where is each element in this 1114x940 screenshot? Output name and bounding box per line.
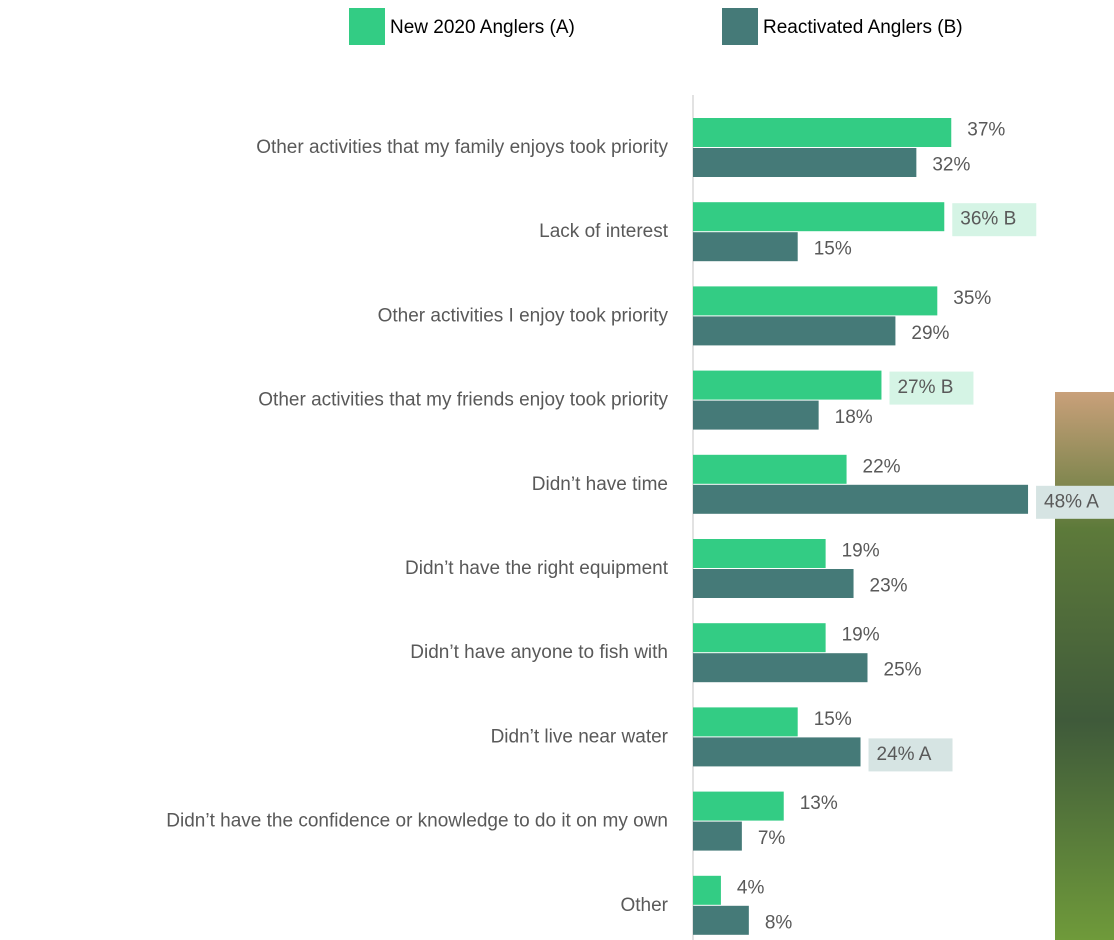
value-label: 15% xyxy=(814,709,852,730)
bar xyxy=(693,875,721,905)
bar xyxy=(693,316,896,346)
value-label: 25% xyxy=(884,660,922,681)
value-label: 48% A xyxy=(1044,491,1099,512)
category-label: Didn’t have the confidence or knowledge … xyxy=(166,811,668,832)
category-label: Didn’t have time xyxy=(532,474,668,495)
value-label: 36% B xyxy=(960,209,1016,230)
legend-label: Reactivated Anglers (B) xyxy=(763,17,963,38)
category-label: Didn’t have anyone to fish with xyxy=(410,642,668,663)
bar xyxy=(693,400,819,430)
bar xyxy=(693,707,798,737)
bar xyxy=(693,454,847,484)
value-label: 8% xyxy=(765,912,793,933)
value-label-highlight xyxy=(889,371,974,405)
value-label: 35% xyxy=(953,288,991,309)
value-label: 27% B xyxy=(897,377,953,398)
bar xyxy=(693,484,1029,514)
bar xyxy=(693,737,861,767)
bar xyxy=(693,370,882,400)
value-label-highlight xyxy=(868,738,953,772)
bar xyxy=(693,286,938,316)
category-label: Other xyxy=(620,895,668,916)
bar xyxy=(693,148,917,177)
value-label: 22% xyxy=(863,456,901,477)
background-photo xyxy=(1055,392,1114,940)
category-label: Didn’t live near water xyxy=(491,726,669,747)
bar xyxy=(693,821,742,851)
value-label: 24% A xyxy=(877,744,932,765)
bar xyxy=(693,539,826,568)
category-label: Other activities I enjoy took priority xyxy=(378,305,669,326)
category-label: Other activities that my friends enjoy t… xyxy=(258,390,668,411)
legend-swatch xyxy=(349,8,385,45)
value-label-highlight xyxy=(952,203,1037,237)
bar xyxy=(693,905,749,935)
bar xyxy=(693,791,784,821)
bar xyxy=(693,569,854,598)
legend-label: New 2020 Anglers (A) xyxy=(390,17,575,38)
bar xyxy=(693,623,826,653)
category-label: Didn’t have the right equipment xyxy=(405,558,669,579)
bar xyxy=(693,232,798,262)
value-label: 23% xyxy=(870,576,908,597)
value-label-highlight xyxy=(1036,485,1114,519)
category-label: Lack of interest xyxy=(539,221,669,242)
legend-swatch xyxy=(722,8,758,45)
value-label: 13% xyxy=(800,793,838,814)
bar xyxy=(693,202,945,232)
value-label: 4% xyxy=(737,877,765,898)
value-label: 37% xyxy=(967,120,1005,141)
value-label: 18% xyxy=(835,407,873,428)
value-label: 29% xyxy=(911,323,949,344)
category-label: Other activities that my family enjoys t… xyxy=(256,137,668,158)
value-label: 7% xyxy=(758,828,786,849)
value-label: 19% xyxy=(842,625,880,646)
value-label: 15% xyxy=(814,239,852,260)
value-label: 32% xyxy=(932,155,970,176)
bar xyxy=(693,118,952,147)
bar xyxy=(693,653,868,683)
value-label: 19% xyxy=(842,541,880,562)
